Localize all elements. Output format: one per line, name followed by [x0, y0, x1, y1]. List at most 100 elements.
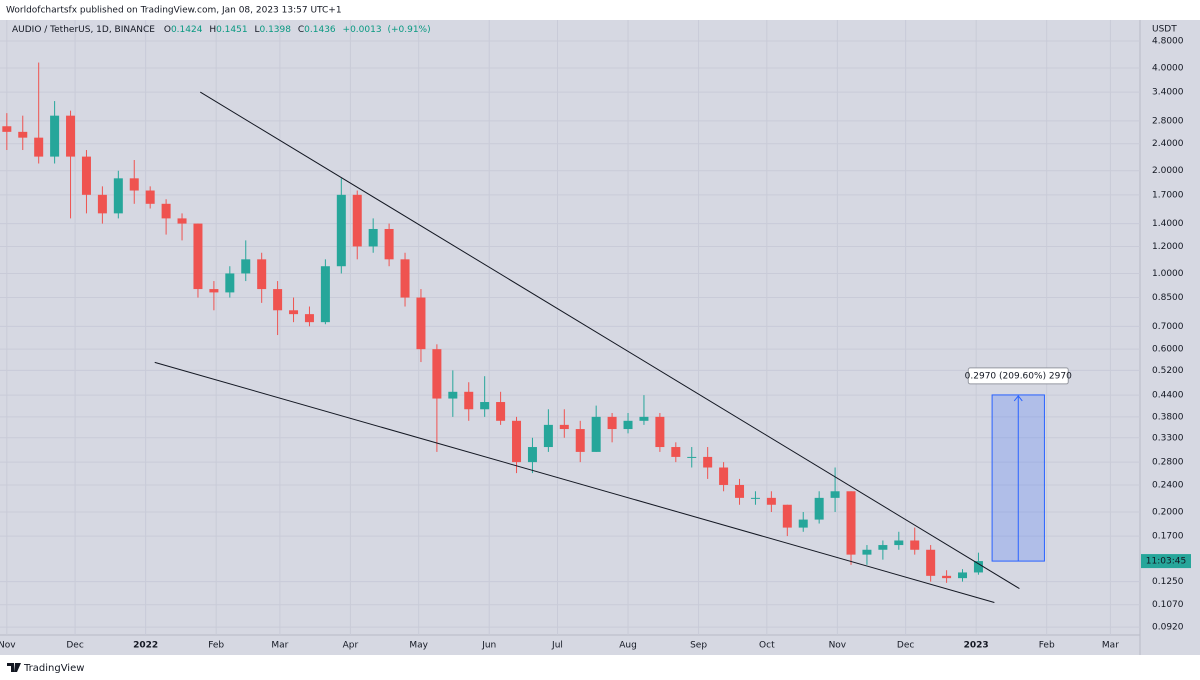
candle-body	[527, 447, 537, 463]
candle-body	[113, 178, 123, 214]
candle-body	[416, 297, 426, 350]
candle-body	[352, 194, 362, 247]
x-tick-label: Dec	[66, 641, 83, 651]
x-tick-label: Oct	[759, 641, 775, 651]
axes: 4.8000 4.0000 3.4000 2.8000 2.4000 2.0000 1.70…	[0, 36, 1191, 651]
legend-key: O	[164, 25, 171, 35]
candle-body	[719, 467, 729, 485]
x-tick-label: 2023	[964, 641, 989, 651]
brand-logo	[7, 663, 21, 672]
footer	[0, 655, 1200, 680]
y-tick-label: 4.8000	[1152, 36, 1184, 46]
y-tick-label: 1.0000	[1152, 269, 1184, 279]
y-tick-label: 0.2400	[1152, 480, 1184, 490]
candle-body	[750, 497, 760, 499]
legend-key: C	[298, 25, 304, 35]
legend-key: H	[209, 25, 216, 35]
candle-body	[942, 575, 952, 579]
drawings: 0.2970 (209.60%) 2970	[154, 91, 1072, 603]
y-tick-label: 0.0920	[1152, 623, 1184, 633]
candle-body	[432, 349, 442, 399]
candle-body	[623, 420, 633, 430]
candle-body	[129, 178, 139, 191]
x-tick-label: Nov	[829, 641, 847, 651]
candle-body	[66, 115, 76, 157]
x-tick-label: May	[409, 641, 428, 651]
y-tick-label: 0.7000	[1152, 322, 1184, 332]
published-line: Worldofchartsfx published on TradingView…	[6, 6, 342, 16]
x-tick-label: Dec	[897, 641, 914, 651]
candle-body	[81, 156, 91, 195]
candle-body	[830, 491, 840, 498]
candle-body	[448, 391, 458, 399]
x-tick-label: Jun	[481, 641, 496, 651]
candle-body	[273, 289, 283, 311]
candle-body	[289, 310, 299, 315]
candle-body	[607, 416, 617, 430]
candle-body	[703, 456, 713, 468]
candle-body	[480, 402, 490, 410]
candle-body	[2, 126, 12, 132]
y-tick-label: 0.5200	[1152, 366, 1184, 376]
candle-body	[559, 424, 569, 430]
y-tick-label: 3.4000	[1152, 88, 1184, 98]
candle-body	[368, 228, 378, 247]
candle-body	[18, 131, 28, 138]
candle-body	[464, 391, 474, 410]
y-tick-label: 4.0000	[1152, 64, 1184, 74]
x-tick-label: Sep	[690, 641, 707, 651]
candle-body	[193, 223, 203, 290]
plot-background	[0, 20, 1200, 655]
brand: TradingView	[23, 663, 84, 674]
candle-body	[782, 504, 792, 528]
y-tick-label: 0.2800	[1152, 458, 1184, 468]
x-tick-label: Jul	[551, 641, 563, 651]
y-tick-label: 0.1700	[1152, 532, 1184, 542]
legend-high: 0.1451	[216, 25, 248, 35]
candle-body	[766, 497, 776, 505]
y-tick-label: 0.3800	[1152, 412, 1184, 422]
candle-body	[862, 549, 872, 555]
y-tick-label: 0.1070	[1152, 600, 1184, 610]
legend-low: 0.1398	[259, 25, 291, 35]
trendline	[154, 361, 995, 603]
y-tick-label: 0.6000	[1152, 345, 1184, 355]
candle-body	[671, 447, 681, 457]
candle-body	[241, 259, 251, 274]
x-tick-label: Feb	[1039, 641, 1055, 651]
measure-label: 0.2970 (209.60%) 2970	[965, 371, 1072, 381]
candles	[2, 62, 983, 583]
candle-body	[639, 416, 649, 421]
legend-close: 0.1436	[304, 25, 336, 35]
x-tick-label: Nov	[0, 641, 16, 651]
candle-body	[926, 549, 936, 576]
candle-body	[50, 115, 60, 157]
candle-body	[735, 484, 745, 498]
x-tick-label: Mar	[271, 641, 288, 651]
candle-body	[304, 314, 314, 323]
y-tick-label: 1.7000	[1152, 190, 1184, 200]
trendline	[199, 91, 1020, 589]
x-tick-label: 2022	[133, 641, 158, 651]
candle-body	[209, 289, 219, 293]
candle-body	[400, 259, 410, 298]
candle-body	[145, 190, 155, 204]
candle-body	[798, 519, 808, 528]
candle-body	[894, 540, 904, 546]
y-tick-label: 0.4400	[1152, 391, 1184, 401]
candle-body	[846, 491, 856, 555]
x-tick-label: Apr	[343, 641, 359, 651]
candle-body	[512, 420, 522, 463]
candle-body	[320, 266, 330, 323]
candle-body	[97, 194, 107, 214]
y-tick-label: 0.2000	[1152, 507, 1184, 517]
y-tick-label: 2.0000	[1152, 166, 1184, 176]
y-tick-label: 1.4000	[1152, 219, 1184, 229]
symbol-legend: AUDIO / TetherUS, 1D, BINANCE O0.1424 H0…	[12, 25, 431, 35]
symbol: AUDIO / TetherUS, 1D, BINANCE	[12, 25, 155, 35]
legend-change-pct: (+0.91%)	[387, 25, 430, 35]
candle-body	[958, 572, 968, 579]
legend-change: +0.0013	[343, 25, 382, 35]
candle-body	[257, 259, 267, 290]
